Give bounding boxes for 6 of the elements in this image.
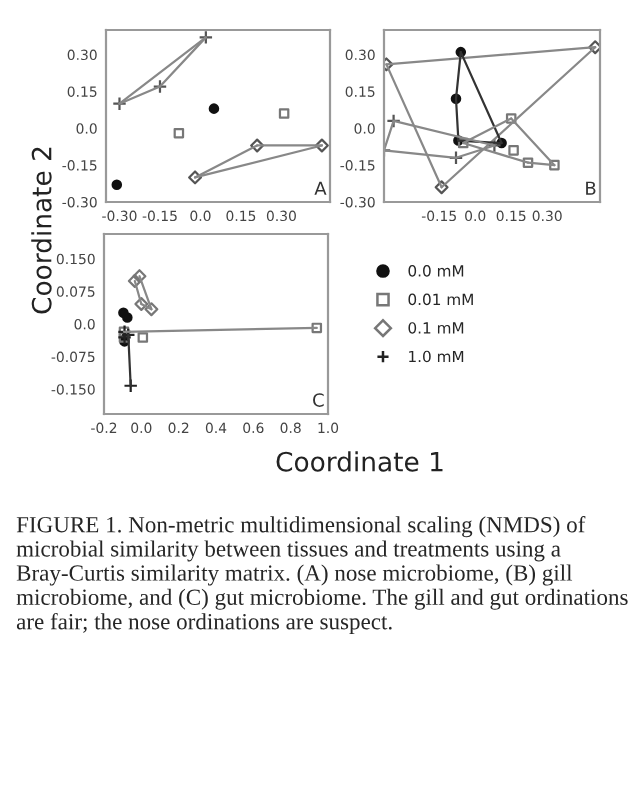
- caption: FIGURE 1. Non-metric multidimensional scaling (NMDS) of microbial similarity between tissues and treatments using a Bray-Curtis similarity matrix. (A) nose microbiome, (B) gill microbiome, and (C) gut microbiome. The gill and gut ordinations are fair; the nose ordinations are suspect.: [16, 516, 628, 635]
- annotation: A: [314, 181, 327, 195]
- y-axis-title: Coordinate 2: [31, 147, 52, 314]
- annotation: B: [586, 181, 596, 195]
- annotation: C: [313, 393, 324, 407]
- x-axis-title: Coordinate 1: [276, 451, 443, 472]
